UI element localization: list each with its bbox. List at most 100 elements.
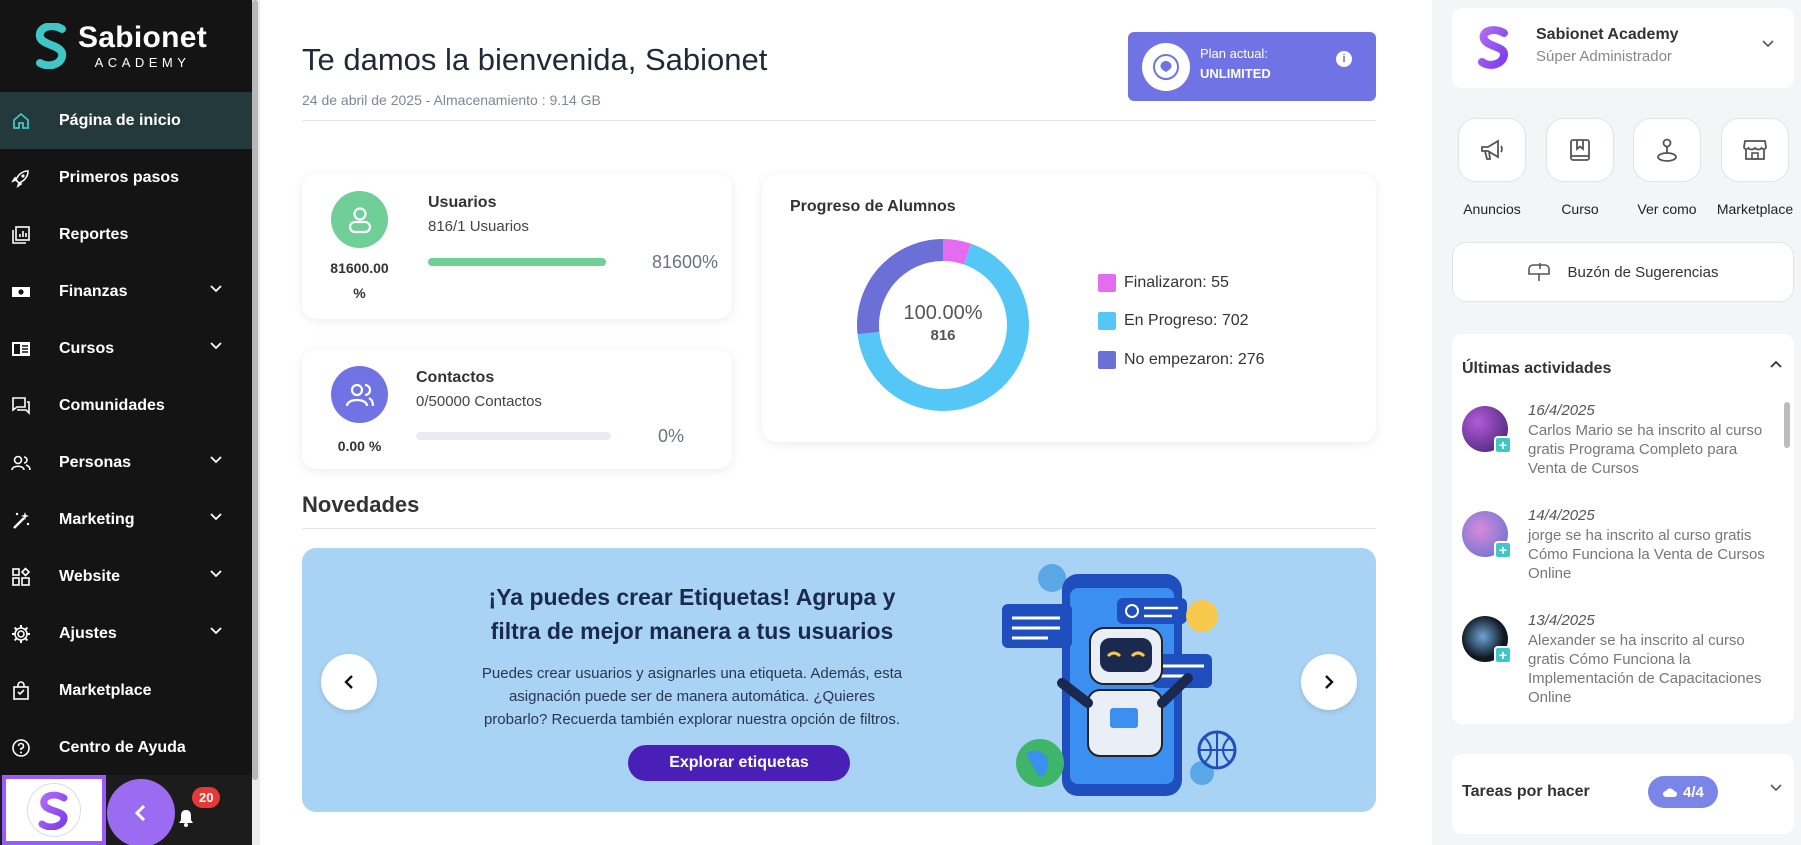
chevron-down-icon [210,285,222,293]
users-percentage: 81600.00 [330,260,389,276]
activity-text: Carlos Mario se ha inscrito al curso gra… [1528,422,1763,477]
sidebar-nav: Página de inicio Primeros pasos Reportes… [0,92,252,776]
suggestions-button[interactable]: Buzón de Sugerencias [1452,242,1794,302]
chat-icon [10,395,32,417]
novedades-title: Novedades [302,492,420,517]
progress-card: Progreso de Alumnos 100.00% 816 Finaliza… [762,174,1376,442]
activities-scrollbar[interactable] [1784,402,1790,448]
sidebar-item-website[interactable]: Website [0,548,252,605]
brand-logo-icon [35,23,67,69]
legend-swatch [1098,312,1116,330]
sidebar: Sabionet ACADEMY Página de inicio Primer… [0,0,252,845]
contacts-progress-bar [416,432,611,440]
sidebar-item-centro-ayuda[interactable]: Centro de Ayuda [0,719,252,776]
tasks-count: 4/4 [1683,783,1704,801]
profile-logo-icon [1478,26,1508,69]
brand-subtitle: ACADEMY [94,55,191,70]
users-title: Usuarios [428,194,497,211]
chevron-left-icon [344,675,353,689]
sidebar-item-label: Marketing [59,510,135,528]
plan-label: Plan actual: [1200,46,1268,61]
quick-action-curso[interactable]: Curso [1546,118,1614,217]
legend-item-en-progreso: En Progreso: 702 [1098,312,1249,330]
explore-tags-button[interactable]: Explorar etiquetas [628,745,850,781]
sidebar-item-reportes[interactable]: Reportes [0,206,252,263]
robot-phone-illustration [1002,564,1237,796]
brand-name: Sabionet [78,21,208,54]
quick-action-anuncios[interactable]: Anuncios [1458,118,1526,217]
activity-date: 16/4/2025 [1528,402,1595,419]
progress-title: Progreso de Alumnos [790,198,956,215]
sidebar-item-label: Finanzas [59,282,128,300]
activity-date: 14/4/2025 [1528,507,1595,524]
chevron-down-icon [210,513,222,521]
chevron-down-icon [210,456,222,464]
legend-swatch [1098,274,1116,292]
contacts-title: Contactos [416,369,495,386]
user-avatar-button[interactable] [2,775,106,845]
carousel-prev-button[interactable] [321,654,377,710]
sidebar-item-label: Personas [59,453,132,471]
chevron-down-icon [1762,40,1774,48]
legend-label: No empezaron: 276 [1124,351,1265,368]
contacts-progress-label: 0% [658,426,685,446]
home-icon [10,110,32,132]
users-card: 81600.00 % Usuarios 816/1 Usuarios 81600… [302,174,732,319]
donut-slice-no-empezaron[interactable] [857,239,943,335]
donut-slice-finalizaron[interactable] [943,239,972,265]
plus-icon: + [1494,646,1512,664]
chevron-right-icon [1325,675,1334,689]
contacts-card: 0.00 % Contactos 0/50000 Contactos 0% [302,349,732,469]
profile-dropdown[interactable]: Sabionet Academy Súper Administrador [1452,8,1794,88]
sidebar-item-cursos[interactable]: Cursos [0,320,252,377]
contacts-count: 0/50000 Contactos [416,393,542,410]
plan-card[interactable]: Plan actual: UNLIMITED i [1128,32,1376,101]
chevron-up-icon[interactable] [1770,360,1782,368]
chevron-left-icon [134,804,146,822]
store-icon [1721,118,1789,182]
quick-action-ver-como[interactable]: Ver como [1633,118,1701,217]
sidebar-item-primeros-pasos[interactable]: Primeros pasos [0,149,252,206]
sidebar-item-personas[interactable]: Personas [0,434,252,491]
sidebar-item-marketplace[interactable]: Marketplace [0,662,252,719]
sidebar-item-comunidades[interactable]: Comunidades [0,377,252,434]
novedades-divider [302,528,1376,529]
tasks-panel[interactable]: Tareas por hacer 4/4 [1452,754,1794,834]
banner-heading: ¡Ya puedes crear Etiquetas! Agrupa y fil… [488,584,896,644]
legend-item-no-empezaron: No empezaron: 276 [1098,351,1265,369]
chevron-down-icon [1770,784,1782,792]
sidebar-item-label: Cursos [59,339,115,357]
donut-center-total: 816 [930,327,956,344]
donut-center: 100.00% 816 [883,302,1003,344]
rocket-icon [10,167,32,189]
right-panel: Sabionet Academy Súper Administrador Anu… [1432,0,1801,845]
activity-text: Alexander se ha inscrito al curso gratis… [1528,632,1762,706]
gear-icon [10,623,32,645]
tasks-title: Tareas por hacer [1462,783,1590,800]
sidebar-item-ajustes[interactable]: Ajustes [0,605,252,662]
sidebar-scrollbar-thumb[interactable] [252,0,258,780]
brand-logo-block[interactable]: Sabionet ACADEMY [0,0,252,92]
sidebar-item-label: Comunidades [59,396,165,414]
novedades-banner: ¡Ya puedes crear Etiquetas! Agrupa y fil… [302,548,1376,812]
users-progress-label: 81600% [652,252,719,272]
chevron-down-icon [210,342,222,350]
sidebar-item-label: Primeros pasos [59,168,180,186]
sidebar-item-marketing[interactable]: Marketing [0,491,252,548]
legend-swatch [1098,351,1116,369]
info-icon[interactable]: i [1336,51,1352,67]
sidebar-item-finanzas[interactable]: Finanzas [0,263,252,320]
sabionet-logo-icon [38,791,68,830]
quick-action-marketplace[interactable]: Marketplace [1717,118,1793,217]
collapse-sidebar-button[interactable] [107,779,175,845]
bell-icon[interactable] [178,809,194,827]
mailbox-icon [1527,263,1550,281]
profile-role: Súper Administrador [1536,48,1672,65]
carousel-next-button[interactable] [1301,654,1357,710]
report-icon [10,224,32,246]
plus-icon: + [1494,541,1512,559]
sidebar-item-inicio[interactable]: Página de inicio [0,92,252,149]
money-icon [10,281,32,303]
suggestions-label: Buzón de Sugerencias [1567,263,1719,281]
